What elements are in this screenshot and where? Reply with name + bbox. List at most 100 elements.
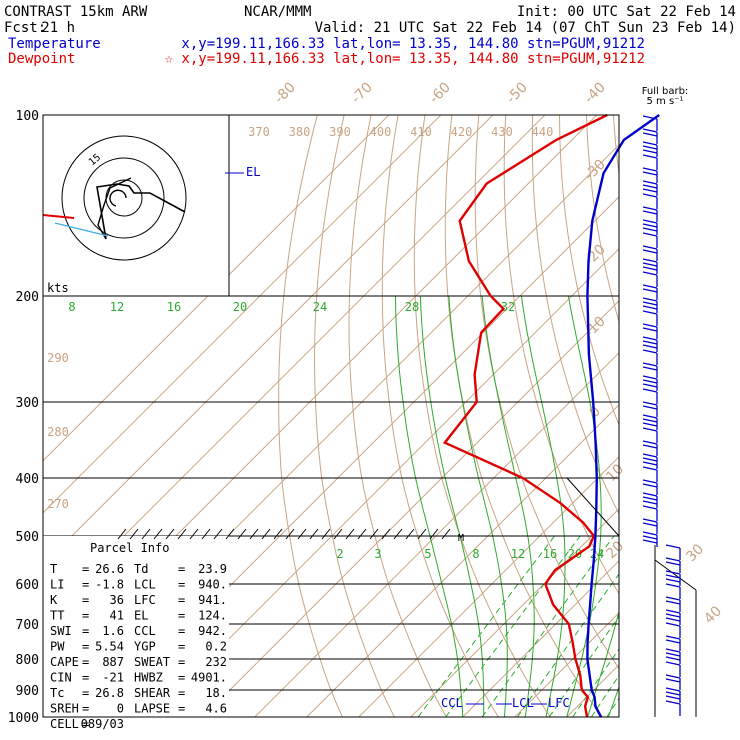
- wind-barb: [642, 401, 658, 417]
- theta-label: 440: [532, 125, 554, 139]
- dry-adiabat: [278, 115, 343, 717]
- wind-barb: [642, 479, 658, 495]
- parcel-info-value: =: [178, 578, 185, 592]
- parcel-info-panel: Parcel Info T = 26.6 Td = 23.9 LI = -1.8 LCL = 940.…: [43, 536, 229, 731]
- wind-barb: [642, 362, 658, 378]
- dry-adiabat: [413, 115, 551, 717]
- isotherm-label: -50: [503, 79, 530, 106]
- wind-barb: [665, 570, 681, 586]
- wind-barb: [665, 635, 681, 651]
- isotherm-line: [566, 664, 619, 717]
- theta-label: 420: [451, 125, 473, 139]
- parcel-info-value: Tc: [50, 686, 64, 700]
- hodo-ring-2: [83, 157, 165, 239]
- pressure-label: 1000: [8, 711, 39, 726]
- moist-adiabat-label: 24: [313, 300, 327, 314]
- wind-barb: [665, 609, 681, 625]
- wind-barb: [642, 180, 658, 196]
- hodograph: 15 kts: [42, 114, 230, 297]
- moist-adiabat: [520, 295, 566, 717]
- parcel-info-value: EL: [134, 609, 148, 623]
- theta-label: 400: [370, 125, 392, 139]
- hatch-mark: [441, 528, 451, 540]
- fcst-label: Fcst:: [4, 20, 46, 36]
- wind-barb: [642, 167, 658, 183]
- parcel-info-title: Parcel Info: [90, 541, 169, 555]
- dewpoint-profile: [442, 113, 608, 718]
- isotherm-label: -60: [426, 79, 453, 106]
- parcel-info-value: =: [82, 609, 89, 623]
- pressure-label: 200: [16, 290, 39, 305]
- wind-barb: [642, 349, 658, 365]
- moist-adiabats: [395, 295, 619, 717]
- parcel-info-value: =: [178, 671, 185, 685]
- parcel-info-value: 1.6: [102, 624, 124, 638]
- temperature-location: x,y=199.11,166.33 lat,lon= 13.35, 144.80…: [181, 36, 645, 52]
- wind-barb: [642, 258, 658, 274]
- theta-label: 380: [289, 125, 311, 139]
- parcel-info-value: Td: [134, 562, 148, 576]
- pressure-label: 100: [16, 109, 39, 124]
- parcel-info-value: =: [82, 624, 89, 638]
- parcel-info-value: 26.6: [95, 562, 124, 576]
- wind-barb: [642, 323, 658, 339]
- model-title: CONTRAST 15km ARW: [4, 4, 148, 20]
- hatch-mark: [357, 528, 367, 540]
- parcel-info-value: SWEAT: [134, 655, 170, 669]
- parcel-info-value: =: [178, 609, 185, 623]
- theta-label: 430: [491, 125, 513, 139]
- parcel-info-value: =: [178, 624, 185, 638]
- hatch-mark: [321, 528, 331, 540]
- wind-barb: [642, 492, 658, 508]
- wind-barb: [642, 453, 658, 469]
- pressure-label: 600: [16, 578, 39, 593]
- dewpoint-location: ☆ x,y=199.11,166.33 lat,lon= 13.35, 144.…: [165, 51, 645, 67]
- isotherm-line: [202, 300, 619, 717]
- wind-barb: [665, 622, 681, 638]
- hatch-mark: [333, 528, 343, 540]
- parcel-info-value: 4.6: [205, 702, 227, 716]
- parcel-info-value: 18.: [205, 686, 227, 700]
- parcel-info-value: =: [82, 640, 89, 654]
- wind-barb: [642, 245, 658, 261]
- parcel-info-value: =: [178, 686, 185, 700]
- hatch-mark: [273, 528, 283, 540]
- parcel-info-value: =: [82, 593, 89, 607]
- isotherm-line: [462, 560, 619, 717]
- dry-adiabat: [313, 115, 395, 717]
- dry-adiabat: [635, 106, 740, 731]
- parcel-info-value: 124.: [198, 609, 227, 623]
- parcel-info-value: SWI: [50, 624, 72, 638]
- parcel-info-value: 41: [110, 609, 124, 623]
- pressure-label: 900: [16, 684, 39, 699]
- isotherm-line: [709, 106, 740, 731]
- lfc-label: LFC: [548, 696, 570, 710]
- parcel-info-value: 4901.: [191, 671, 227, 685]
- hatch-mark: [129, 528, 139, 540]
- wind-barb: [665, 700, 681, 716]
- moist-adiabat-label: 32: [501, 300, 515, 314]
- temperature-profile: [586, 114, 660, 718]
- isotherm-line: [150, 248, 619, 717]
- parcel-info-value: -1.8: [95, 578, 124, 592]
- dewpoint-legend: Dewpoint: [8, 51, 75, 67]
- theta-labels: 370 380 390 400 410 420 430 440 290 280 270: [47, 125, 553, 511]
- parcel-info-value: =: [82, 702, 89, 716]
- isotherm-line: [43, 115, 390, 462]
- hatch-mark: [153, 528, 163, 540]
- theta-label: 390: [329, 125, 351, 139]
- parcel-info-value: 5.54: [95, 640, 124, 654]
- parcel-info-value: 940.: [198, 578, 227, 592]
- wind-barb: [642, 414, 658, 430]
- mixing-ratio-label: 16: [543, 547, 557, 561]
- pressure-label: 300: [16, 396, 39, 411]
- wind-barb: [665, 648, 681, 664]
- barb-scale-units: 5 m s⁻¹: [647, 96, 684, 107]
- parcel-info-value: 26.8: [95, 686, 124, 700]
- hatch-mark: [213, 528, 223, 540]
- theta-label: 290: [47, 351, 69, 365]
- parcel-info-value: SREH: [50, 702, 79, 716]
- parcel-info-value: -21: [102, 671, 124, 685]
- hatch-mark: [249, 528, 259, 540]
- mixing-ratio-line: [517, 573, 619, 717]
